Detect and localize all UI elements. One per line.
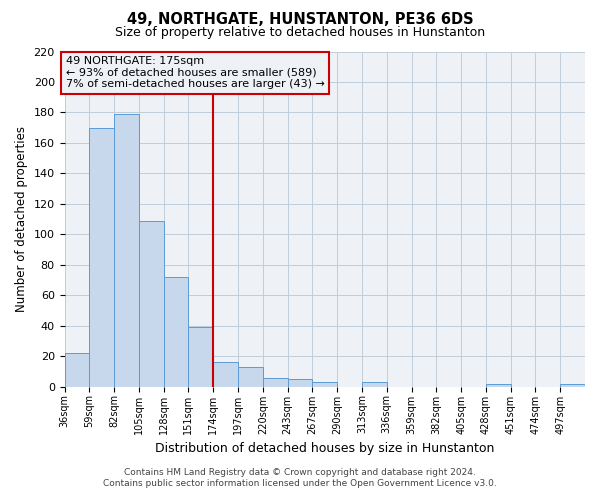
Bar [486, 384, 511, 386]
Bar [188, 327, 213, 386]
Bar [164, 277, 188, 386]
Bar [313, 382, 337, 386]
Bar [263, 378, 287, 386]
Bar [114, 114, 139, 386]
Bar [139, 220, 164, 386]
Bar [362, 382, 387, 386]
Bar [65, 353, 89, 386]
Bar [287, 379, 313, 386]
Text: Contains HM Land Registry data © Crown copyright and database right 2024.
Contai: Contains HM Land Registry data © Crown c… [103, 468, 497, 487]
Bar [213, 362, 238, 386]
Text: 49 NORTHGATE: 175sqm
← 93% of detached houses are smaller (589)
7% of semi-detac: 49 NORTHGATE: 175sqm ← 93% of detached h… [65, 56, 325, 90]
Y-axis label: Number of detached properties: Number of detached properties [15, 126, 28, 312]
Bar [560, 384, 585, 386]
Bar [238, 367, 263, 386]
X-axis label: Distribution of detached houses by size in Hunstanton: Distribution of detached houses by size … [155, 442, 494, 455]
Bar [89, 128, 114, 386]
Text: Size of property relative to detached houses in Hunstanton: Size of property relative to detached ho… [115, 26, 485, 39]
Text: 49, NORTHGATE, HUNSTANTON, PE36 6DS: 49, NORTHGATE, HUNSTANTON, PE36 6DS [127, 12, 473, 28]
